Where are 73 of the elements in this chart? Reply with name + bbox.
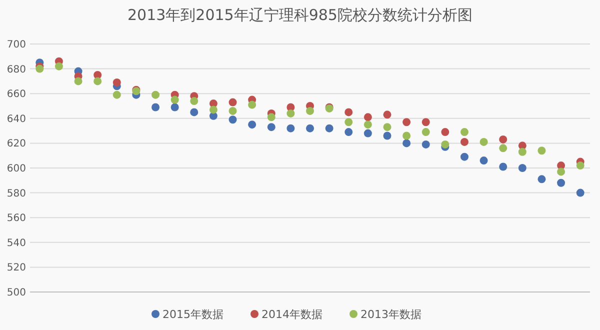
point xyxy=(422,140,430,148)
point xyxy=(228,98,237,106)
point xyxy=(54,62,63,70)
y-tick-label: 700 xyxy=(6,40,26,50)
point xyxy=(267,123,276,132)
point xyxy=(152,103,160,112)
point xyxy=(152,90,160,99)
point xyxy=(190,108,198,116)
y-tick-label: 580 xyxy=(6,188,26,200)
point xyxy=(518,148,526,156)
point xyxy=(441,140,450,148)
point xyxy=(441,128,450,136)
point xyxy=(228,106,237,115)
y-tick-label: 500 xyxy=(6,288,26,298)
y-tick-label: 620 xyxy=(6,138,26,150)
point xyxy=(325,124,334,132)
point xyxy=(306,106,314,115)
point xyxy=(499,135,508,144)
point xyxy=(460,138,468,146)
chart-title: 2013年到2015年辽宁理科985院校分数统计分析图 xyxy=(128,6,472,24)
point xyxy=(576,162,584,170)
point xyxy=(383,123,392,132)
point xyxy=(402,118,411,126)
y-tick-label: 600 xyxy=(6,164,26,174)
y-tick-label: 560 xyxy=(6,213,26,224)
y-tick-label: 660 xyxy=(6,89,26,100)
point xyxy=(228,116,237,124)
legend-label: 2013年数据 xyxy=(360,308,422,321)
point xyxy=(248,100,256,109)
point xyxy=(286,124,295,132)
point xyxy=(383,132,392,140)
point xyxy=(402,139,411,148)
y-tick-label: 640 xyxy=(6,114,26,125)
legend-label: 2015年数据 xyxy=(162,308,224,321)
point xyxy=(557,168,566,176)
y-tick-label: 540 xyxy=(6,238,26,249)
point xyxy=(499,144,508,152)
legend-label: 2014年数据 xyxy=(262,308,322,321)
point xyxy=(576,188,584,197)
point xyxy=(422,118,430,126)
point xyxy=(170,103,179,112)
point xyxy=(538,175,546,184)
point xyxy=(557,178,566,187)
point xyxy=(267,113,276,122)
point xyxy=(36,64,44,73)
point xyxy=(364,129,372,138)
point xyxy=(306,124,314,132)
point xyxy=(94,77,102,86)
y-tick-label: 520 xyxy=(6,262,26,274)
point xyxy=(209,106,218,114)
point xyxy=(402,132,411,140)
point xyxy=(460,152,468,161)
point xyxy=(499,162,508,171)
point xyxy=(344,118,353,126)
point xyxy=(422,128,430,136)
point xyxy=(344,128,353,136)
point xyxy=(538,146,546,155)
point xyxy=(74,77,82,86)
point xyxy=(364,120,372,129)
point xyxy=(383,110,392,119)
point xyxy=(286,109,295,118)
y-tick-label: 680 xyxy=(6,64,26,76)
point xyxy=(112,78,121,86)
point xyxy=(112,90,121,99)
point xyxy=(344,108,353,116)
point xyxy=(480,138,488,146)
point xyxy=(170,96,179,104)
point xyxy=(480,156,488,165)
point xyxy=(190,97,198,106)
point xyxy=(460,128,468,136)
point xyxy=(364,113,372,122)
point xyxy=(518,164,526,172)
point xyxy=(248,120,256,129)
